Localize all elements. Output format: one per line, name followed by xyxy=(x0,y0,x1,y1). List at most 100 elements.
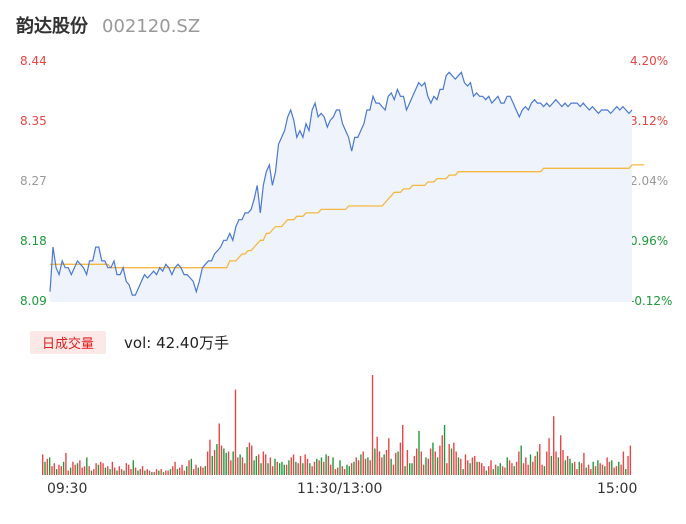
volume-bar xyxy=(93,469,95,475)
volume-bar xyxy=(471,457,474,475)
price-area xyxy=(50,72,632,302)
volume-bar xyxy=(204,466,206,475)
volume-bar xyxy=(350,463,353,475)
volume-bar xyxy=(555,451,557,475)
volume-bar xyxy=(604,466,606,475)
volume-bar xyxy=(225,452,227,475)
volume-bar xyxy=(327,455,330,475)
volume-bar xyxy=(144,470,146,475)
volume-bar xyxy=(313,461,316,475)
volume-bar xyxy=(539,444,541,475)
volume-bar xyxy=(299,455,302,475)
volume-badge[interactable]: 日成交量 xyxy=(30,331,107,354)
volume-bar xyxy=(330,464,332,475)
volume-bar xyxy=(364,458,367,475)
stock-name: 韵达股份 xyxy=(16,16,88,37)
volume-bar xyxy=(302,463,304,475)
volume-bar xyxy=(346,464,348,475)
volume-bar xyxy=(492,469,495,475)
volume-bar xyxy=(429,448,432,475)
volume-bar xyxy=(395,452,397,475)
volume-bar xyxy=(334,469,337,475)
volume-bar xyxy=(381,457,383,475)
volume-bar xyxy=(48,457,51,475)
volume-bar xyxy=(97,464,100,475)
volume-bar xyxy=(69,467,72,475)
volume-bar xyxy=(246,447,248,475)
volume-bar xyxy=(306,458,309,475)
volume-bar xyxy=(467,460,469,475)
volume-bar xyxy=(151,472,153,475)
volume-bar xyxy=(202,467,204,475)
volume-bar xyxy=(337,467,339,475)
volume-bar xyxy=(564,460,567,475)
volume-bar xyxy=(453,442,455,475)
volume-bar xyxy=(67,470,69,475)
volume-bar xyxy=(255,455,258,475)
y-right-tick: 0.96% xyxy=(630,234,669,248)
volume-bar xyxy=(439,445,441,475)
volume-bar xyxy=(562,450,564,475)
volume-bar xyxy=(566,455,569,475)
volume-bar xyxy=(165,470,167,475)
volume-bar xyxy=(504,467,506,475)
volume-bar xyxy=(190,458,193,475)
volume-bar xyxy=(197,467,200,475)
volume-bar xyxy=(506,457,508,475)
volume-bar xyxy=(216,444,218,475)
volume-bar xyxy=(374,448,376,475)
volume-bar xyxy=(276,461,278,475)
volume-bar xyxy=(404,466,406,475)
volume-bar xyxy=(174,461,176,475)
volume-bar xyxy=(258,454,260,475)
volume-bar xyxy=(51,466,53,475)
volume-bar xyxy=(241,457,244,475)
volume-bar xyxy=(455,451,457,475)
volume-bar xyxy=(318,460,320,475)
volume-bar xyxy=(188,460,190,475)
volume-bar xyxy=(446,463,448,475)
volume-bar xyxy=(309,463,311,475)
volume-bar xyxy=(587,464,590,475)
volume-bar xyxy=(343,469,346,475)
volume-bar xyxy=(62,461,65,475)
volume-bar xyxy=(513,466,515,475)
volume-bar xyxy=(474,455,476,475)
volume-bar xyxy=(295,461,297,475)
volume-bar xyxy=(569,458,571,475)
volume-bar xyxy=(362,451,364,475)
volume-bar xyxy=(469,463,471,475)
volume-bar xyxy=(541,464,543,475)
volume-bar xyxy=(508,460,511,475)
volume-bar xyxy=(134,467,137,475)
volume-bar xyxy=(406,450,409,475)
volume-bar xyxy=(511,463,513,475)
stock-header: 韵达股份 002120.SZ xyxy=(16,12,200,40)
volume-bar xyxy=(181,464,183,475)
y-left-tick: 8.09 xyxy=(20,294,47,308)
volume-bar xyxy=(176,469,179,475)
volume-bar xyxy=(232,451,234,475)
volume-bar xyxy=(499,463,501,475)
x-tick-midday: 11:30/13:00 xyxy=(297,481,383,497)
volume-bar xyxy=(211,455,213,475)
volume-bar xyxy=(590,469,592,475)
volume-bar xyxy=(608,461,611,475)
volume-bar xyxy=(457,457,460,475)
volume-bar xyxy=(325,454,327,475)
volume-bar xyxy=(613,467,615,475)
volume-bar xyxy=(271,466,274,475)
volume-bar xyxy=(114,467,116,475)
volume-bar xyxy=(348,466,350,475)
volume-bar xyxy=(264,454,267,475)
volume-bar xyxy=(448,444,450,475)
volume-bar xyxy=(427,458,429,475)
volume-bar xyxy=(583,452,585,475)
volume-bar xyxy=(622,451,625,475)
volume-bar xyxy=(620,464,622,475)
volume-bar xyxy=(72,461,74,475)
volume-bar xyxy=(158,470,160,475)
volume-bar xyxy=(162,472,165,475)
volume-bar xyxy=(611,460,613,475)
